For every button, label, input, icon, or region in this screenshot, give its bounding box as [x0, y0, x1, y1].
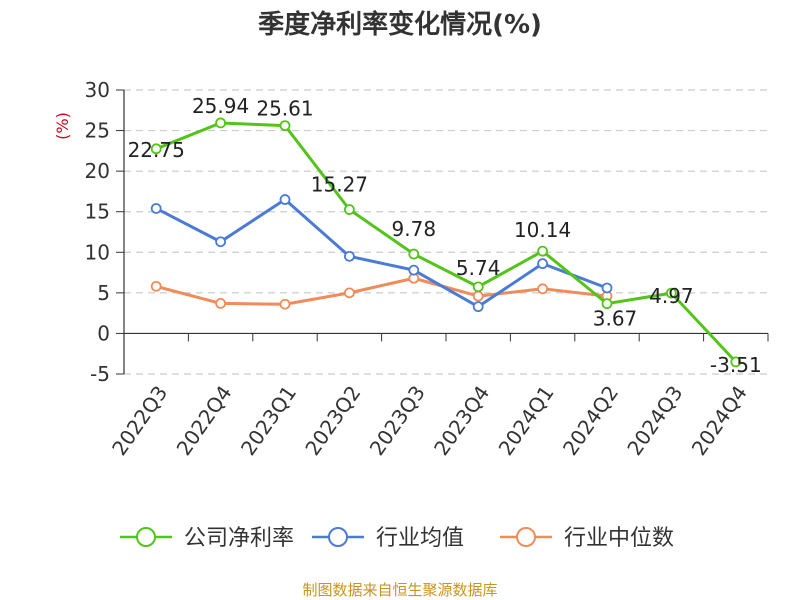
data-point[interactable] [279, 194, 291, 205]
y-tick-label: 25 [85, 119, 110, 143]
data-point[interactable] [279, 120, 291, 132]
data-point[interactable] [537, 283, 548, 295]
x-tick-label: 2024Q2 [558, 381, 623, 460]
series-1 [150, 194, 613, 313]
data-point[interactable] [472, 301, 484, 313]
x-tick-label: 2022Q3 [107, 381, 172, 460]
data-point[interactable] [215, 236, 227, 248]
data-label: 10.14 [514, 218, 571, 242]
data-point[interactable] [537, 245, 548, 257]
legend-marker [328, 527, 348, 547]
data-point[interactable] [537, 258, 548, 270]
x-tick-label: 2024Q3 [622, 381, 687, 460]
chart-title: 季度净利率变化情况(%) [258, 9, 542, 40]
data-label: 3.67 [593, 307, 638, 331]
series-2 [150, 272, 613, 310]
series-lines [150, 117, 742, 368]
data-point[interactable] [472, 281, 484, 293]
data-label: 15.27 [311, 173, 368, 197]
data-point[interactable] [601, 282, 613, 294]
legend-label: 行业中位数 [564, 526, 674, 551]
data-point[interactable] [343, 287, 355, 299]
data-point[interactable] [279, 298, 291, 310]
data-point[interactable] [472, 290, 484, 302]
series-line [155, 121, 737, 363]
y-tick-label: -5 [90, 362, 110, 386]
grid-lines [124, 89, 768, 375]
legend-item[interactable]: 行业中位数 [500, 526, 674, 551]
y-tick-label: 20 [85, 159, 110, 183]
x-tick-label: 2024Q4 [687, 381, 752, 460]
data-point[interactable] [150, 203, 162, 214]
legend-label: 行业均值 [376, 526, 464, 551]
legend-marker [516, 527, 536, 547]
x-tick-label: 2023Q3 [365, 381, 430, 460]
x-tick-label: 2022Q4 [172, 381, 237, 460]
y-tick-label: 5 [97, 281, 110, 305]
data-point[interactable] [150, 280, 162, 292]
x-tick-label: 2023Q4 [429, 381, 494, 460]
data-point[interactable] [730, 356, 742, 368]
y-tick-label: 10 [85, 240, 110, 264]
series-line [155, 198, 608, 309]
x-tick-label: 2023Q2 [300, 381, 365, 460]
data-label: 25.94 [192, 94, 249, 118]
legend-marker [136, 527, 156, 547]
data-point[interactable] [343, 250, 355, 262]
legend-item[interactable]: 行业均值 [312, 526, 464, 551]
legend-item[interactable]: 公司净利率 [120, 526, 294, 551]
data-point[interactable] [150, 143, 162, 155]
data-point[interactable] [408, 248, 420, 260]
data-label: 4.97 [649, 284, 694, 308]
y-tick-label: 0 [97, 321, 110, 345]
y-tick-label: 15 [85, 200, 110, 224]
data-point[interactable] [601, 298, 613, 310]
series-0 [150, 117, 742, 368]
data-label: 5.74 [456, 256, 501, 280]
source-note: 制图数据来自恒生聚源数据库 [302, 581, 497, 599]
data-labels: 22.75 25.94 25.61 15.27 9.78 5.74 10.14 3.67 4.9… [128, 94, 762, 377]
legend[interactable]: 公司净利率 行业均值 行业中位数 [120, 526, 674, 551]
data-point[interactable] [215, 298, 227, 309]
data-point[interactable] [408, 264, 420, 276]
data-label: 25.61 [256, 97, 313, 121]
series-line [155, 276, 608, 306]
data-point[interactable] [215, 117, 227, 129]
y-axis-label: (%) [53, 112, 72, 140]
x-tick-label: 2024Q1 [494, 381, 559, 460]
data-label: 9.78 [392, 217, 437, 241]
y-tick-label: 30 [85, 78, 110, 102]
data-point[interactable] [343, 204, 355, 215]
data-point[interactable] [666, 287, 677, 299]
x-tick-label: 2023Q1 [236, 381, 301, 460]
data-label: -3.51 [710, 353, 762, 377]
legend-label: 公司净利率 [184, 526, 294, 551]
data-label: 22.75 [128, 138, 185, 162]
